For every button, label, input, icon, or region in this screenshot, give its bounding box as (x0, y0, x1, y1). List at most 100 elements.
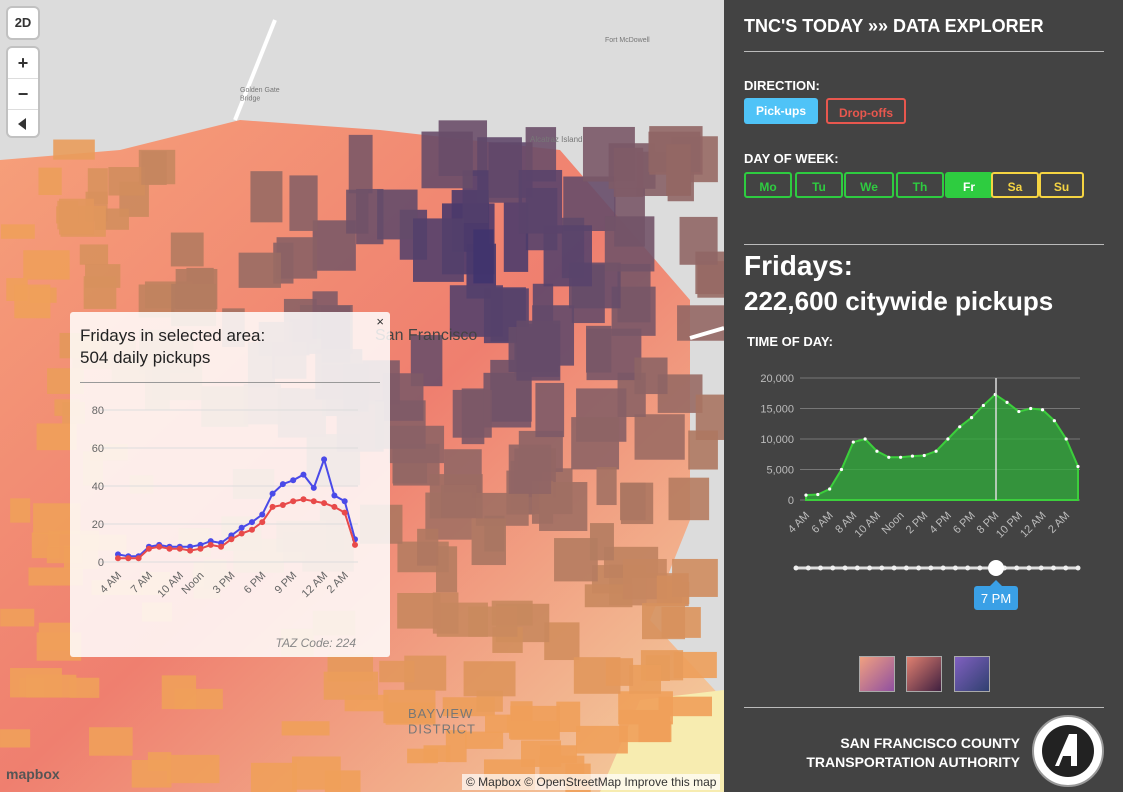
zoom-in[interactable]: + (17, 53, 29, 73)
place-label: BAYVIEW (408, 706, 473, 721)
building (688, 430, 718, 470)
panel-title: TNC'S TODAY »» DATA EXPLORER (744, 16, 1044, 36)
x-tick-label: 4 PM (927, 510, 954, 537)
building (79, 244, 109, 265)
building (147, 752, 172, 771)
point (804, 493, 808, 497)
building (679, 216, 718, 265)
building (25, 674, 77, 698)
point (115, 555, 121, 562)
building (289, 175, 318, 231)
building (604, 216, 655, 272)
building (38, 167, 62, 195)
building (518, 169, 563, 234)
building (170, 232, 204, 267)
pickups-button[interactable]: Pick-ups (744, 98, 818, 124)
compass-icon (18, 118, 26, 130)
slider[interactable]: 7 PM (784, 550, 1084, 620)
building (468, 606, 518, 637)
dropoffs-button[interactable]: Drop-offs (826, 98, 906, 124)
building (605, 658, 634, 686)
nav-control: + − (8, 48, 38, 136)
day-button[interactable]: Su (1039, 172, 1084, 198)
style-thumb[interactable] (954, 656, 990, 692)
building (543, 225, 592, 287)
y-tick-label: 40 (92, 481, 104, 493)
day-button[interactable]: We (844, 172, 894, 198)
building (642, 603, 686, 640)
building (0, 608, 35, 627)
point (1017, 409, 1021, 414)
building (10, 498, 31, 523)
day-button[interactable]: Sa (991, 172, 1039, 198)
building (141, 151, 167, 185)
point (1029, 406, 1033, 411)
point (125, 555, 132, 562)
x-tick-label: 10 AM (853, 510, 884, 541)
y-tick-label: 20,000 (760, 373, 794, 385)
day-button[interactable]: Fr (945, 172, 993, 198)
place-label: San Francisco (375, 327, 477, 344)
point (156, 543, 163, 550)
x-tick-label: 4 AM (98, 570, 124, 596)
x-tick-label: 4 AM (786, 510, 812, 536)
slider-tick (940, 565, 946, 571)
popup-title: Fridays in selected area: (80, 326, 266, 345)
point (828, 487, 832, 491)
building (672, 558, 718, 597)
point (166, 545, 173, 552)
building (556, 701, 581, 733)
building (407, 748, 438, 764)
point (341, 509, 348, 516)
point (145, 545, 152, 552)
slider-tick (977, 565, 983, 571)
mapbox-logo[interactable]: mapbox (6, 766, 60, 782)
point (248, 526, 255, 533)
day-button[interactable]: Th (896, 172, 944, 198)
building (238, 252, 281, 288)
slider-tick (903, 565, 909, 571)
point (1076, 464, 1080, 469)
point (1005, 400, 1009, 404)
popup: × Fridays in selected area: 504 daily pi… (70, 312, 390, 657)
point (863, 437, 867, 441)
slider-tick (793, 565, 799, 571)
point (269, 503, 276, 510)
building (432, 592, 459, 634)
building (508, 444, 552, 494)
point (816, 492, 820, 497)
slider-handle[interactable] (988, 560, 1004, 576)
x-tick-label: 2 PM (904, 510, 931, 537)
slider-tick (891, 565, 897, 571)
compass[interactable] (8, 109, 38, 138)
building (576, 725, 628, 754)
x-tick-label: 9 PM (273, 570, 300, 597)
building (473, 229, 494, 284)
side-panel: TNC'S TODAY »» DATA EXPLORER DIRECTION: … (724, 0, 1123, 792)
day-label: DAY OF WEEK: (744, 151, 839, 166)
building (436, 546, 458, 593)
point (969, 416, 974, 420)
popup-subtitle: 504 daily pickups (80, 348, 211, 367)
day-button[interactable]: Mo (744, 172, 792, 198)
mode-button[interactable]: 2D (8, 8, 38, 38)
slider-tick (867, 565, 873, 571)
style-thumb[interactable] (859, 656, 895, 692)
place-label: Fort McDowell (605, 37, 650, 44)
day-button[interactable]: Tu (795, 172, 843, 198)
attribution[interactable]: © Mapbox © OpenStreetMap Improve this ma… (462, 774, 721, 790)
point (934, 449, 938, 453)
building (666, 144, 691, 196)
zoom-out[interactable]: − (8, 78, 38, 109)
style-thumb[interactable] (906, 656, 942, 692)
building (445, 730, 467, 763)
rule (744, 244, 1104, 245)
x-tick-label: 12 AM (300, 570, 331, 601)
building (108, 167, 146, 196)
building (596, 467, 617, 506)
rule (744, 707, 1104, 708)
popup-close[interactable]: × (376, 314, 384, 329)
slider-tick (805, 565, 811, 571)
building (36, 423, 77, 451)
